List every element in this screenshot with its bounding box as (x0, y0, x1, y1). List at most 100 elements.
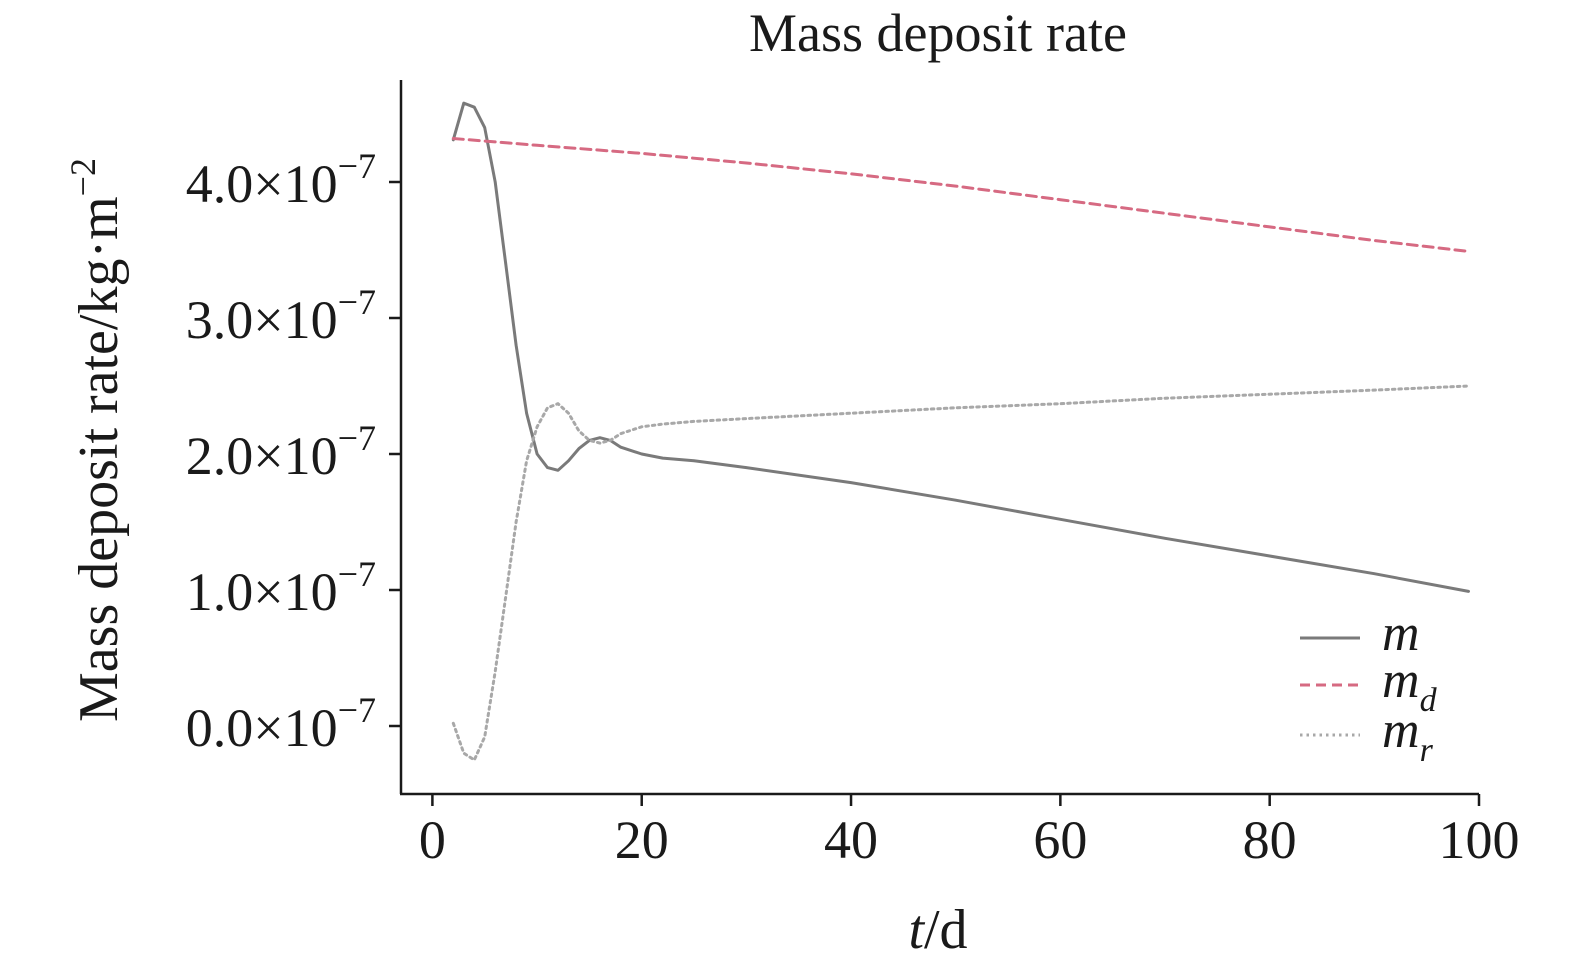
y-tick-exponent: −7 (338, 282, 376, 322)
series-point (515, 521, 518, 524)
series-point (504, 262, 507, 265)
series-point (556, 402, 559, 405)
series-point (567, 412, 570, 415)
series-point (954, 499, 957, 502)
series-point (850, 412, 853, 415)
series-point (693, 459, 696, 462)
y-tick-times-ten: ×10 (253, 154, 337, 214)
series-point (494, 670, 497, 673)
series-point (483, 126, 486, 129)
series-point (556, 469, 559, 472)
series-point (462, 752, 465, 755)
legend-name: m (1382, 702, 1420, 759)
series-point (1467, 250, 1470, 253)
series-point (462, 102, 465, 105)
y-tick-exponent: −7 (338, 146, 376, 186)
series-point (850, 481, 853, 484)
series-point (640, 453, 643, 456)
series-point (577, 447, 580, 450)
series-point (1373, 389, 1376, 392)
y-tick-mantissa: 4.0 (186, 154, 254, 214)
series-point (588, 439, 591, 442)
series-point (452, 137, 455, 140)
series-point (619, 432, 622, 435)
legend-label: md (1382, 652, 1438, 719)
series-point (536, 453, 539, 456)
series-point (661, 457, 664, 460)
legend-name: m (1382, 605, 1420, 662)
series-point (1059, 198, 1062, 201)
y-tick-mantissa: 3.0 (186, 290, 254, 350)
y-tick-mantissa: 0.0 (186, 698, 254, 758)
series-point (1467, 385, 1470, 388)
series-point (473, 759, 476, 762)
series-point (546, 466, 549, 469)
legend-subscript: d (1420, 682, 1438, 719)
series-point (1059, 402, 1062, 405)
y-axis-label-text: Mass deposit rate/kg·m (68, 196, 130, 722)
series-point (1059, 518, 1062, 521)
series-point (745, 161, 748, 164)
x-axis-label-unit: /d (924, 899, 968, 961)
series-point (619, 446, 622, 449)
x-ticks: 0 20 40 60 80 100 (419, 794, 1520, 870)
series-point (850, 172, 853, 175)
y-tick-label: 0.0×10−7 (186, 690, 376, 758)
series-point (1164, 212, 1167, 215)
series-point (1373, 572, 1376, 575)
y-ticks: 0.0×10−71.0×10−72.0×10−73.0×10−74.0×10−7 (186, 146, 401, 758)
series-point (693, 420, 696, 423)
series-point (525, 412, 528, 415)
series-line (451, 137, 1470, 253)
chart-title: Mass deposit rate (749, 3, 1127, 63)
y-tick-exponent: −7 (338, 418, 376, 458)
y-tick-times-ten: ×10 (253, 426, 337, 486)
series-point (1164, 537, 1167, 540)
series-point (525, 459, 528, 462)
y-tick-mantissa: 1.0 (186, 562, 254, 622)
series-point (1268, 555, 1271, 558)
series-point (640, 425, 643, 428)
x-tick-label: 60 (1033, 810, 1087, 870)
series-d (451, 137, 1470, 253)
legend-name: m (1382, 652, 1420, 709)
x-tick-label: 80 (1243, 810, 1297, 870)
series-point (577, 429, 580, 432)
series-line (451, 101, 1470, 593)
legend-label: m (1382, 605, 1420, 662)
y-axis-label-exp: −2 (63, 158, 103, 196)
series-point (494, 181, 497, 184)
series-point (745, 417, 748, 420)
series-point (483, 735, 486, 738)
series-point (640, 152, 643, 155)
y-tick-exponent: −7 (338, 554, 376, 594)
x-tick-label: 100 (1439, 810, 1520, 870)
series-point (567, 459, 570, 462)
x-axis-label-var: t (908, 899, 925, 961)
series-point (515, 344, 518, 347)
x-axis-label: t/d (908, 899, 967, 961)
series-point (536, 144, 539, 147)
series-point (1164, 397, 1167, 400)
y-tick-label: 4.0×10−7 (186, 146, 376, 214)
y-tick-label: 2.0×10−7 (186, 418, 376, 486)
series-point (1268, 225, 1271, 228)
series-r (451, 384, 1470, 762)
y-tick-label: 3.0×10−7 (186, 282, 376, 350)
legend-subscript: r (1420, 732, 1434, 769)
series-point (1268, 393, 1271, 396)
series-line (451, 384, 1470, 762)
x-tick-label: 0 (419, 810, 446, 870)
series-point (452, 722, 455, 725)
x-tick-label: 20 (615, 810, 669, 870)
series-point (609, 439, 612, 442)
legend-label: mr (1382, 702, 1434, 769)
y-tick-times-ten: ×10 (253, 562, 337, 622)
series-point (598, 436, 601, 439)
series-point (954, 406, 957, 409)
series-point (745, 466, 748, 469)
series-point (598, 442, 601, 445)
y-tick-mantissa: 2.0 (186, 426, 254, 486)
y-axis-label: Mass deposit rate/kg·m−2 (63, 158, 130, 722)
